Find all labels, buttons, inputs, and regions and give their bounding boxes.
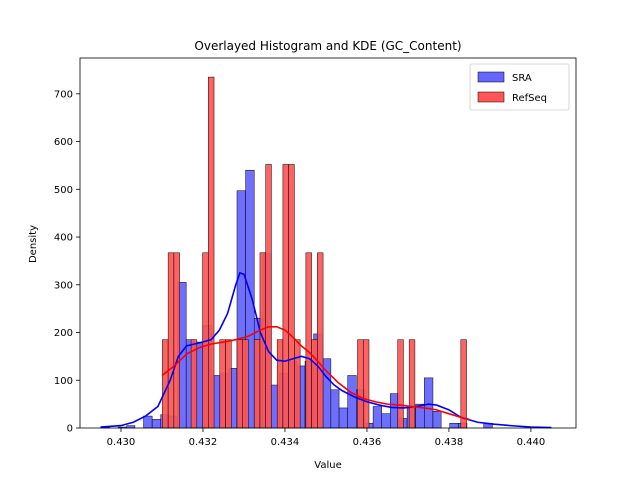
refseq-bar: [265, 164, 272, 429]
refseq-bar: [317, 252, 324, 429]
axes: 0.430 0.432 0.434 0.436 0.438 0.440 0 100 200 300…: [54, 57, 577, 448]
refseq-bar: [236, 339, 243, 429]
refseq-bar: [162, 339, 169, 429]
refseq-bar: [311, 339, 318, 429]
x-tick-label: 0.440: [517, 437, 546, 448]
y-tick-label: 500: [54, 185, 73, 196]
refseq-bar: [190, 339, 198, 429]
y-tick-label: 100: [54, 376, 73, 387]
x-tick-label: 0.436: [353, 437, 382, 448]
refseq-bar: [288, 164, 295, 429]
legend: SRA RefSeq: [469, 63, 570, 111]
refseq-bar: [276, 339, 284, 429]
sra-kde-line: [100, 271, 552, 429]
y-tick-label: 600: [54, 137, 73, 148]
refseq-bar: [408, 339, 416, 429]
legend-label-refseq: RefSeq: [512, 93, 547, 104]
refseq-bar: [397, 339, 404, 429]
refseq-bar: [305, 252, 312, 429]
sra-bar: [330, 389, 340, 429]
y-axis-label: Density: [28, 225, 39, 263]
y-tick-label: 0: [67, 424, 73, 435]
sra-bar: [143, 415, 153, 429]
x-tick-label: 0.432: [189, 437, 218, 448]
refseq-bar: [253, 339, 261, 429]
refseq-bar: [167, 252, 175, 429]
refseq-bar: [219, 339, 226, 429]
x-tick-label: 0.438: [435, 437, 464, 448]
axes-frame: [79, 57, 577, 429]
refseq-bar: [282, 164, 289, 429]
refseq-bar: [460, 339, 467, 429]
refseq-bar: [225, 339, 232, 429]
sra-bar: [338, 407, 348, 429]
refseq-bar: [294, 339, 301, 429]
x-tick-label: 0.430: [107, 437, 136, 448]
refseq-bar: [357, 339, 364, 429]
refseq-bar: [173, 252, 180, 429]
x-tick-label: 0.434: [271, 437, 300, 448]
sra-bar: [381, 413, 391, 429]
sra-bar: [151, 419, 162, 429]
y-tick-label: 300: [54, 280, 73, 291]
x-axis-label: Value: [314, 460, 341, 471]
refseq-kde-line: [161, 325, 470, 421]
legend-swatch-refseq: [477, 91, 505, 103]
y-tick-label: 700: [54, 89, 73, 100]
sra-bar: [449, 422, 459, 429]
refseq-bar: [259, 252, 266, 429]
sra-bar: [347, 375, 357, 429]
y-tick-label: 400: [54, 233, 73, 244]
refseq-bar: [363, 339, 370, 429]
chart-title: Overlayed Histogram and KDE (GC_Content): [194, 39, 461, 53]
refseq-bar: [242, 339, 249, 429]
sra-bar: [424, 377, 434, 429]
sra-bar: [322, 358, 332, 429]
plot-area: [100, 76, 552, 429]
sra-bar: [432, 411, 442, 429]
sra-bar: [372, 406, 382, 429]
refseq-bar: [208, 76, 215, 429]
y-tick-label: 200: [54, 328, 73, 339]
legend-swatch-sra: [477, 71, 505, 83]
legend-label-sra: SRA: [512, 73, 532, 84]
